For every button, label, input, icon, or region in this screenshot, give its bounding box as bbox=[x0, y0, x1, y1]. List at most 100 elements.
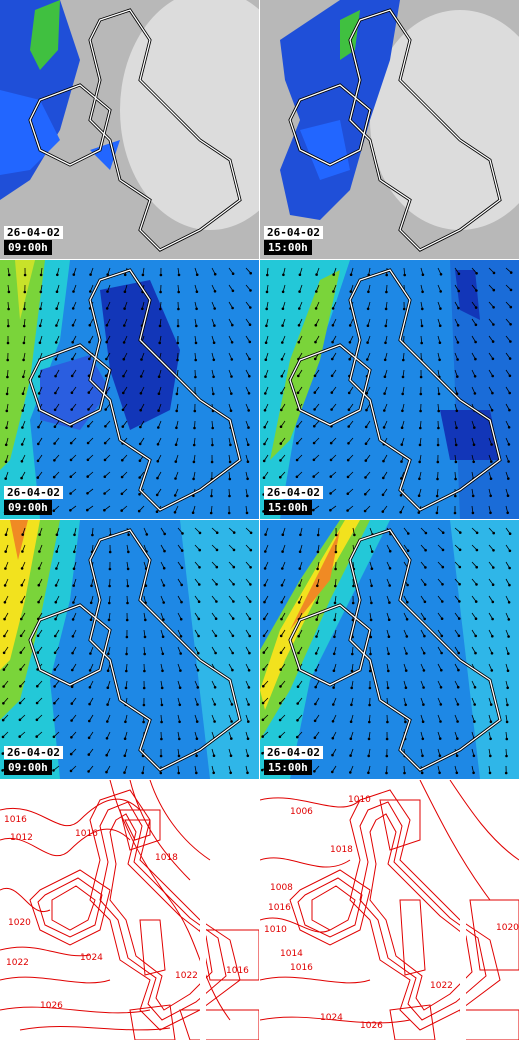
wind-arrow-head bbox=[120, 492, 124, 496]
wind-arrow-head bbox=[332, 686, 335, 689]
wind-arrow-head bbox=[162, 584, 166, 587]
wind-arrow-head bbox=[457, 306, 460, 310]
wind-arrow-head bbox=[230, 358, 234, 361]
wind-arrow-head bbox=[19, 668, 22, 671]
wind-arrow-head bbox=[331, 357, 334, 361]
wind-arrow-head bbox=[366, 358, 369, 361]
wind-arrow-head bbox=[72, 567, 76, 570]
wind-arrow-head bbox=[473, 720, 476, 723]
wind-arrow-head bbox=[125, 669, 128, 673]
wind-arrow-head bbox=[459, 531, 462, 534]
wind-arrow-head bbox=[281, 324, 284, 327]
wind-arrow-head bbox=[313, 391, 317, 394]
wind-arrow-head bbox=[38, 533, 41, 536]
wind-arrow-head bbox=[123, 771, 126, 774]
wind-arrow-head bbox=[141, 307, 144, 311]
wind-arrow-head bbox=[211, 426, 215, 430]
wind-arrow-head bbox=[406, 600, 409, 604]
wind-arrow-head bbox=[20, 600, 23, 604]
wind-arrow-head bbox=[383, 409, 386, 412]
wind-arrow-head bbox=[249, 271, 253, 275]
wind-arrow-head bbox=[163, 549, 166, 553]
wind-arrow-head bbox=[386, 686, 390, 690]
wind-arrow-head bbox=[457, 617, 461, 620]
wind-arrow-head bbox=[89, 273, 92, 276]
wind-arrow-head bbox=[142, 720, 145, 724]
wind-arrow-head bbox=[174, 443, 178, 447]
wind-arrow-head bbox=[329, 458, 333, 462]
wind-arrow-head bbox=[197, 651, 200, 655]
wind-arrow-head bbox=[177, 307, 180, 311]
wind-arrow-head bbox=[20, 476, 23, 480]
wind-arrow-head bbox=[215, 531, 219, 535]
wind-arrow-head bbox=[247, 720, 250, 723]
wind-arrow-head bbox=[261, 752, 264, 755]
wind-arrow-head bbox=[441, 583, 444, 586]
wind-arrow-head bbox=[438, 737, 442, 740]
wind-arrow-head bbox=[295, 735, 299, 739]
wind-arrow-head bbox=[228, 477, 232, 481]
isobar-label: 1010 bbox=[348, 795, 371, 805]
wind-arrow-head bbox=[54, 341, 58, 344]
wind-arrow-head bbox=[88, 719, 91, 723]
wind-arrow-head bbox=[296, 719, 299, 722]
wind-arrow-head bbox=[70, 702, 74, 705]
wind-arrow-head bbox=[314, 307, 318, 310]
isobar-label: 1016 bbox=[268, 903, 291, 913]
wind-arrow-head bbox=[4, 460, 8, 464]
wind-arrow-head bbox=[18, 735, 22, 738]
wind-arrow-head bbox=[407, 532, 410, 535]
wind-arrow-head bbox=[332, 703, 335, 706]
wind-arrow-head bbox=[198, 583, 201, 586]
wind-arrow-head bbox=[157, 392, 161, 396]
wind-arrow-head bbox=[36, 634, 40, 638]
wind-arrow-head bbox=[264, 392, 267, 395]
wind-arrow-head bbox=[105, 737, 109, 740]
wind-arrow-head bbox=[352, 584, 355, 588]
wind-arrow-head bbox=[474, 306, 478, 309]
wind-arrow-head bbox=[279, 685, 282, 688]
wind-arrow-head bbox=[137, 509, 141, 513]
wind-arrow-head bbox=[492, 548, 495, 552]
wind-high-map-0900: 26-04-02 09:00h bbox=[0, 520, 259, 779]
wind-arrow-head bbox=[162, 601, 166, 604]
wind-arrow-head bbox=[158, 341, 162, 345]
wind-arrow-head bbox=[388, 584, 392, 587]
wind-arrow-head bbox=[5, 426, 8, 430]
wind-arrow-head bbox=[70, 719, 73, 722]
wind-arrow-head bbox=[458, 600, 461, 603]
wind-arrow-head bbox=[157, 409, 160, 412]
wind-arrow-head bbox=[159, 307, 162, 311]
wind-arrow-head bbox=[281, 550, 284, 553]
wind-arrow-head bbox=[506, 511, 510, 515]
wind-arrow-head bbox=[454, 477, 457, 481]
isobar-label: 1022 bbox=[175, 971, 198, 981]
date-label: 26-04-02 bbox=[264, 746, 323, 759]
wind-arrow-head bbox=[245, 511, 249, 515]
date-label: 26-04-02 bbox=[264, 486, 323, 499]
wind-arrow-head bbox=[458, 565, 462, 569]
wind-arrow-head bbox=[297, 601, 301, 604]
wind-arrow-head bbox=[21, 426, 24, 429]
wind-arrow-head bbox=[363, 509, 367, 513]
wind-arrow-head bbox=[311, 508, 315, 512]
wind-arrow-head bbox=[246, 771, 249, 775]
wind-arrow-head bbox=[213, 272, 217, 276]
wind-arrow-head bbox=[19, 617, 23, 621]
wind-arrow-head bbox=[53, 668, 57, 671]
wind-arrow-head bbox=[21, 409, 25, 412]
wind-arrow-head bbox=[330, 374, 334, 378]
wind-arrow-head bbox=[1, 769, 4, 772]
wind-arrow-head bbox=[332, 669, 336, 673]
wind-arrow-head bbox=[227, 511, 231, 515]
wind-arrow-head bbox=[86, 441, 90, 445]
wind-arrow-head bbox=[437, 409, 441, 413]
wind-arrow-head bbox=[246, 477, 249, 481]
wind-arrow-head bbox=[69, 458, 73, 462]
isobar-label: 1016 bbox=[75, 829, 98, 839]
wind-arrow-head bbox=[21, 392, 25, 396]
wind-arrow-head bbox=[232, 583, 235, 586]
wind-arrow-head bbox=[7, 307, 10, 311]
wind-arrow-head bbox=[108, 550, 112, 554]
wind-arrow-head bbox=[53, 408, 57, 412]
